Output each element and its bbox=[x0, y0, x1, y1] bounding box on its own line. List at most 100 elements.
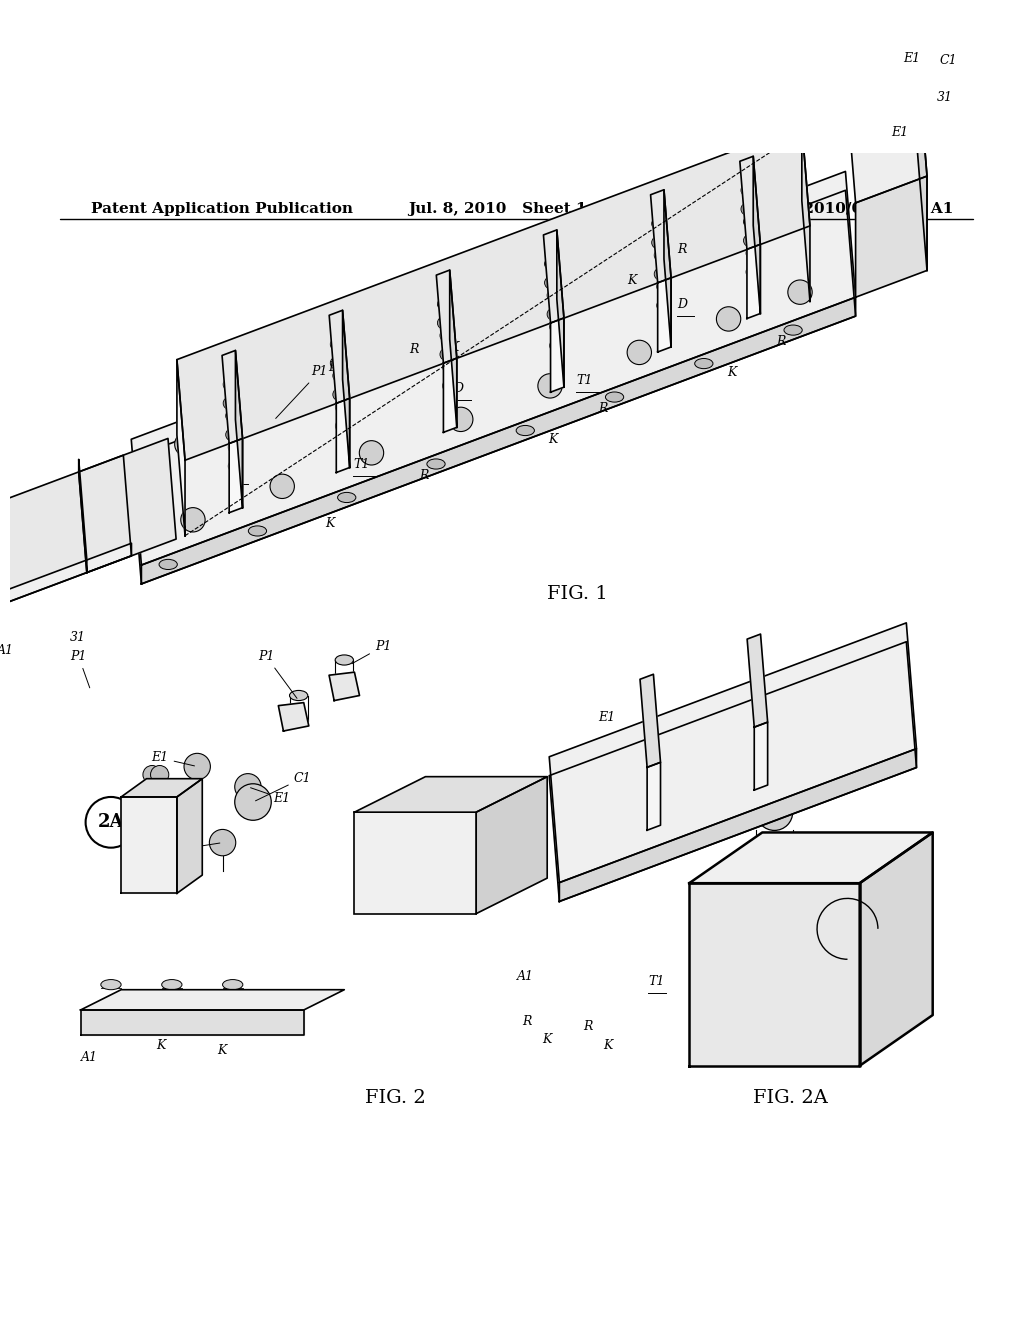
Circle shape bbox=[154, 867, 166, 879]
Circle shape bbox=[547, 289, 559, 301]
Circle shape bbox=[442, 331, 467, 356]
Circle shape bbox=[878, 152, 901, 177]
Circle shape bbox=[547, 308, 559, 321]
Circle shape bbox=[432, 880, 449, 896]
Circle shape bbox=[175, 432, 199, 457]
Circle shape bbox=[442, 360, 455, 374]
Circle shape bbox=[656, 281, 669, 293]
Polygon shape bbox=[746, 244, 761, 318]
Circle shape bbox=[223, 397, 236, 409]
Circle shape bbox=[674, 721, 696, 743]
Circle shape bbox=[228, 461, 241, 473]
Circle shape bbox=[127, 813, 139, 825]
Polygon shape bbox=[79, 459, 87, 573]
Text: US 2010/0173557 A1: US 2010/0173557 A1 bbox=[773, 202, 953, 215]
Circle shape bbox=[651, 218, 664, 230]
Polygon shape bbox=[0, 490, 6, 603]
Circle shape bbox=[234, 784, 271, 820]
Ellipse shape bbox=[757, 810, 773, 820]
Text: E1: E1 bbox=[891, 125, 908, 139]
Circle shape bbox=[127, 867, 139, 879]
Ellipse shape bbox=[427, 459, 445, 469]
Polygon shape bbox=[549, 623, 916, 883]
Polygon shape bbox=[131, 172, 856, 565]
Polygon shape bbox=[916, 50, 927, 271]
Polygon shape bbox=[755, 722, 768, 791]
Circle shape bbox=[449, 407, 473, 432]
Circle shape bbox=[442, 380, 455, 392]
Circle shape bbox=[440, 348, 453, 360]
Text: A1: A1 bbox=[81, 1051, 97, 1064]
Polygon shape bbox=[222, 350, 243, 444]
Circle shape bbox=[746, 247, 758, 259]
Text: R: R bbox=[776, 335, 785, 348]
Polygon shape bbox=[557, 230, 564, 387]
Ellipse shape bbox=[516, 425, 535, 436]
Circle shape bbox=[333, 370, 345, 381]
Text: R: R bbox=[598, 403, 607, 416]
Polygon shape bbox=[559, 748, 916, 902]
Circle shape bbox=[151, 766, 169, 784]
Text: D: D bbox=[144, 840, 154, 850]
Circle shape bbox=[746, 265, 758, 279]
Polygon shape bbox=[329, 672, 359, 701]
Polygon shape bbox=[177, 125, 810, 461]
Circle shape bbox=[225, 429, 238, 441]
Polygon shape bbox=[436, 271, 457, 363]
Circle shape bbox=[763, 688, 785, 709]
Polygon shape bbox=[177, 779, 203, 894]
Polygon shape bbox=[664, 190, 671, 347]
Circle shape bbox=[878, 51, 908, 82]
Circle shape bbox=[743, 235, 756, 247]
Text: R: R bbox=[136, 1020, 145, 1034]
Text: C1: C1 bbox=[256, 772, 311, 801]
Circle shape bbox=[545, 277, 557, 289]
Text: FIG. 2A: FIG. 2A bbox=[754, 1089, 828, 1107]
Circle shape bbox=[143, 766, 161, 784]
Polygon shape bbox=[81, 1010, 304, 1035]
Text: K: K bbox=[548, 433, 558, 446]
Polygon shape bbox=[121, 779, 203, 797]
Ellipse shape bbox=[335, 655, 353, 665]
Polygon shape bbox=[640, 675, 660, 767]
Circle shape bbox=[181, 508, 205, 532]
Circle shape bbox=[545, 257, 557, 271]
Text: K: K bbox=[727, 367, 736, 379]
Polygon shape bbox=[450, 271, 457, 428]
Circle shape bbox=[621, 265, 645, 289]
Circle shape bbox=[209, 829, 236, 855]
Text: T1: T1 bbox=[167, 1001, 183, 1012]
Text: FIG. 2: FIG. 2 bbox=[365, 1089, 425, 1107]
Circle shape bbox=[874, 115, 898, 139]
Circle shape bbox=[769, 763, 792, 785]
Ellipse shape bbox=[338, 492, 356, 503]
Circle shape bbox=[234, 774, 261, 800]
Circle shape bbox=[25, 566, 39, 581]
Ellipse shape bbox=[159, 560, 177, 569]
Text: R: R bbox=[410, 343, 419, 356]
Polygon shape bbox=[549, 642, 916, 902]
Circle shape bbox=[656, 300, 669, 312]
Polygon shape bbox=[443, 358, 457, 433]
Polygon shape bbox=[748, 634, 768, 727]
Ellipse shape bbox=[290, 690, 308, 701]
Text: A1: A1 bbox=[517, 970, 534, 982]
Text: Patent Application Publication: Patent Application Publication bbox=[91, 202, 352, 215]
Circle shape bbox=[627, 341, 651, 364]
Text: P1: P1 bbox=[275, 366, 328, 418]
Circle shape bbox=[538, 374, 562, 399]
Text: E1: E1 bbox=[903, 51, 920, 65]
Circle shape bbox=[82, 480, 96, 495]
Text: 31: 31 bbox=[937, 91, 953, 103]
Circle shape bbox=[717, 306, 740, 331]
Circle shape bbox=[756, 793, 793, 830]
Text: K: K bbox=[542, 1034, 552, 1047]
Circle shape bbox=[780, 1015, 801, 1035]
Circle shape bbox=[60, 553, 75, 568]
FancyBboxPatch shape bbox=[354, 812, 476, 913]
Polygon shape bbox=[860, 833, 933, 1065]
Text: R: R bbox=[522, 1015, 531, 1028]
Circle shape bbox=[859, 729, 881, 751]
Circle shape bbox=[87, 544, 101, 557]
Circle shape bbox=[19, 504, 34, 517]
